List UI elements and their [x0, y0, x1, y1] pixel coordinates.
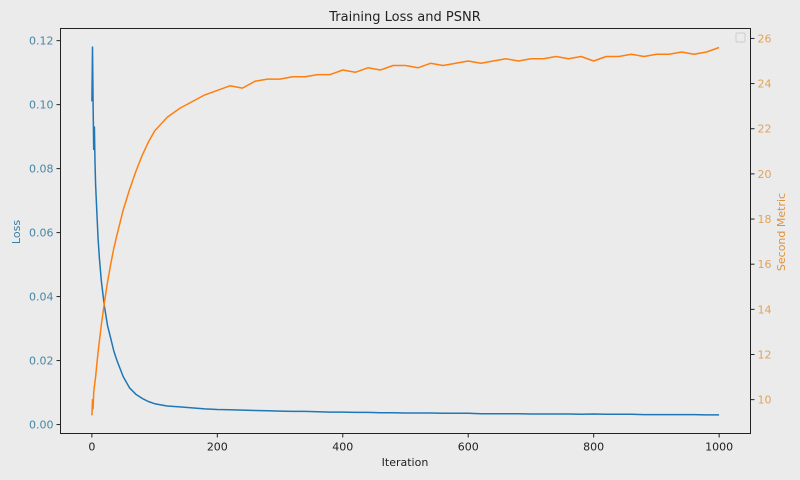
loss-line — [91, 46, 720, 416]
y-right-tick-label: 10 — [758, 394, 772, 407]
y-axis-label: Loss — [10, 220, 23, 244]
y-tick-label: 0.06 — [29, 227, 54, 240]
y-tick-label: 0.10 — [29, 99, 54, 112]
x-axis-label: Iteration — [382, 456, 429, 469]
legend-box — [735, 32, 746, 43]
x-tick-label: 0 — [88, 441, 95, 454]
y-right-tick-label: 20 — [758, 168, 772, 181]
y-right-tick-label: 26 — [758, 32, 772, 45]
y-right-tick-label: 22 — [758, 123, 772, 136]
plot-frame — [60, 28, 751, 434]
y-tick-label: 0.12 — [29, 35, 54, 48]
chart-title: Training Loss and PSNR — [328, 10, 481, 25]
y-tick-label: 0.02 — [29, 355, 54, 368]
second-metric-line — [91, 46, 720, 416]
y-tick-label: 0.00 — [29, 419, 54, 432]
y-axis-right-label: Second Metric — [775, 193, 788, 271]
y-right-tick-label: 12 — [758, 348, 772, 361]
y-tick-label: 0.08 — [29, 163, 54, 176]
y-tick-label: 0.04 — [29, 291, 54, 304]
x-tick-label: 400 — [332, 441, 353, 454]
x-tick-label: 800 — [583, 441, 604, 454]
y-right-tick-label: 24 — [758, 78, 772, 91]
y-right-tick-label: 14 — [758, 303, 772, 316]
x-tick-label: 200 — [207, 441, 228, 454]
x-tick-label: 1000 — [705, 441, 733, 454]
x-tick-label: 600 — [458, 441, 479, 454]
y-right-tick-label: 18 — [758, 213, 772, 226]
y-right-tick-label: 16 — [758, 258, 772, 271]
